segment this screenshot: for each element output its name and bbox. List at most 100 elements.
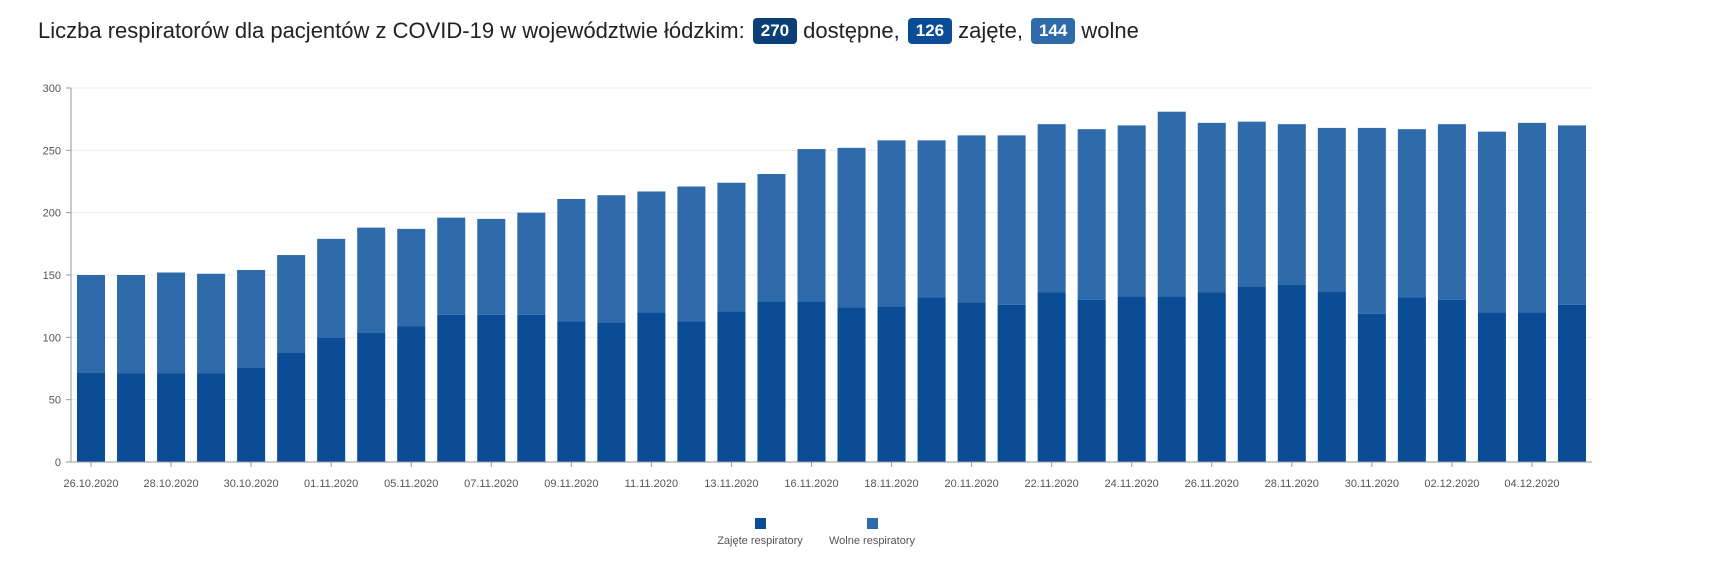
bar-occupied — [757, 301, 786, 462]
bar-occupied — [1397, 297, 1426, 462]
bar-occupied — [1477, 312, 1506, 462]
y-tick-label: 200 — [43, 208, 61, 220]
bar-free — [357, 227, 386, 333]
bar-occupied — [957, 302, 986, 462]
x-tick-label: 11.11.2020 — [625, 478, 678, 490]
bar-free — [117, 275, 146, 374]
bar-occupied — [477, 314, 506, 462]
bar-free — [757, 174, 786, 302]
bar-free — [1357, 127, 1386, 314]
legend-item-free[interactable]: Wolne respiratory — [822, 518, 922, 547]
bar-occupied — [877, 306, 906, 462]
bar-free — [517, 212, 546, 315]
x-tick-label: 04.12.2020 — [1504, 478, 1559, 490]
legend-swatch-occupied — [754, 518, 766, 529]
bar-free — [637, 191, 666, 313]
bar-free — [1237, 121, 1266, 287]
bar-free — [1077, 129, 1106, 300]
bar-occupied — [77, 372, 106, 462]
bar-occupied — [277, 352, 306, 462]
legend-item-occupied[interactable]: Zajęte respiratory — [710, 518, 810, 547]
y-tick-label: 150 — [43, 270, 61, 282]
bar-free — [317, 238, 346, 338]
bar-occupied — [1197, 292, 1226, 462]
legend-label-free: Wolne respiratory — [829, 535, 915, 547]
bar-free — [157, 272, 186, 374]
x-tick-label: 09.11.2020 — [544, 478, 598, 490]
bar-free — [917, 140, 946, 298]
bar-free — [1277, 124, 1306, 285]
bar-occupied — [157, 373, 186, 462]
x-tick-label: 07.11.2020 — [464, 478, 518, 490]
title-text: Liczba respiratorów dla pacjentów z COVI… — [38, 18, 745, 43]
y-tick-label: 250 — [43, 145, 61, 157]
legend-swatch-free — [866, 518, 878, 529]
x-tick-label: 30.10.2020 — [224, 478, 279, 490]
bar-occupied — [1237, 286, 1266, 462]
bar-occupied — [1077, 299, 1106, 462]
bar-free — [877, 140, 906, 307]
bar-free — [1437, 124, 1466, 300]
free-badge: 144 — [1030, 18, 1076, 44]
bar-occupied — [357, 332, 386, 462]
x-tick-label: 18.11.2020 — [864, 478, 918, 490]
free-label: wolne — [1081, 18, 1139, 43]
bar-occupied — [1117, 296, 1146, 462]
y-tick-label: 0 — [55, 457, 61, 469]
bar-occupied — [637, 312, 666, 462]
occupied-badge: 126 — [907, 18, 953, 44]
bar-free — [77, 275, 106, 373]
bar-free — [1037, 124, 1066, 293]
bar-free — [557, 198, 586, 322]
bar-free — [717, 182, 746, 312]
bar-free — [1397, 129, 1426, 298]
bar-free — [197, 273, 226, 374]
bar-free — [477, 218, 506, 315]
bar-occupied — [797, 301, 826, 462]
x-tick-label: 22.11.2020 — [1025, 478, 1079, 490]
bar-free — [1197, 122, 1226, 293]
bar-occupied — [317, 337, 346, 462]
bar-occupied — [1317, 291, 1346, 462]
bar-occupied — [197, 373, 226, 462]
bar-free — [1117, 125, 1146, 297]
x-tick-label: 24.11.2020 — [1105, 478, 1159, 490]
x-tick-label: 16.11.2020 — [784, 478, 838, 490]
x-tick-label: 26.11.2020 — [1185, 478, 1239, 490]
bar-occupied — [1157, 296, 1186, 462]
bar-free — [437, 217, 466, 315]
bar-free — [677, 186, 706, 322]
bar-occupied — [397, 326, 426, 462]
bar-occupied — [997, 304, 1026, 462]
bar-occupied — [517, 314, 546, 462]
x-tick-label: 05.11.2020 — [384, 478, 438, 490]
bar-free — [997, 135, 1026, 305]
bar-free — [1557, 125, 1586, 305]
bar-free — [397, 228, 426, 327]
y-tick-label: 50 — [49, 395, 61, 407]
bar-occupied — [717, 311, 746, 462]
x-tick-label: 26.10.2020 — [63, 478, 118, 490]
bar-free — [797, 149, 826, 302]
bar-occupied — [1277, 284, 1306, 462]
legend-label-occupied: Zajęte respiratory — [717, 535, 803, 547]
bar-occupied — [1437, 299, 1466, 462]
x-tick-label: 02.12.2020 — [1424, 478, 1479, 490]
bar-occupied — [1357, 313, 1386, 462]
stacked-bar-chart: 0 50 100 150 200 250 300 26.10.2020 28.10.2020 30… — [43, 83, 1592, 490]
bar-occupied — [917, 297, 946, 462]
bar-occupied — [1037, 292, 1066, 462]
y-tick-label: 300 — [43, 83, 61, 95]
x-tick-label: 30.11.2020 — [1345, 478, 1399, 490]
x-tick-label: 28.11.2020 — [1265, 478, 1319, 490]
bar-free — [1477, 131, 1506, 313]
bar-free — [1157, 111, 1186, 297]
bar-occupied — [557, 321, 586, 462]
bar-occupied — [237, 367, 266, 462]
bar-occupied — [117, 373, 146, 462]
bar-occupied — [677, 321, 706, 462]
legend: Zajęte respiratory Wolne respiratory — [0, 518, 1727, 558]
bar-free — [597, 195, 626, 323]
available-badge: 270 — [752, 18, 798, 44]
chart-title: Liczba respiratorów dla pacjentów z COVI… — [38, 18, 1139, 44]
